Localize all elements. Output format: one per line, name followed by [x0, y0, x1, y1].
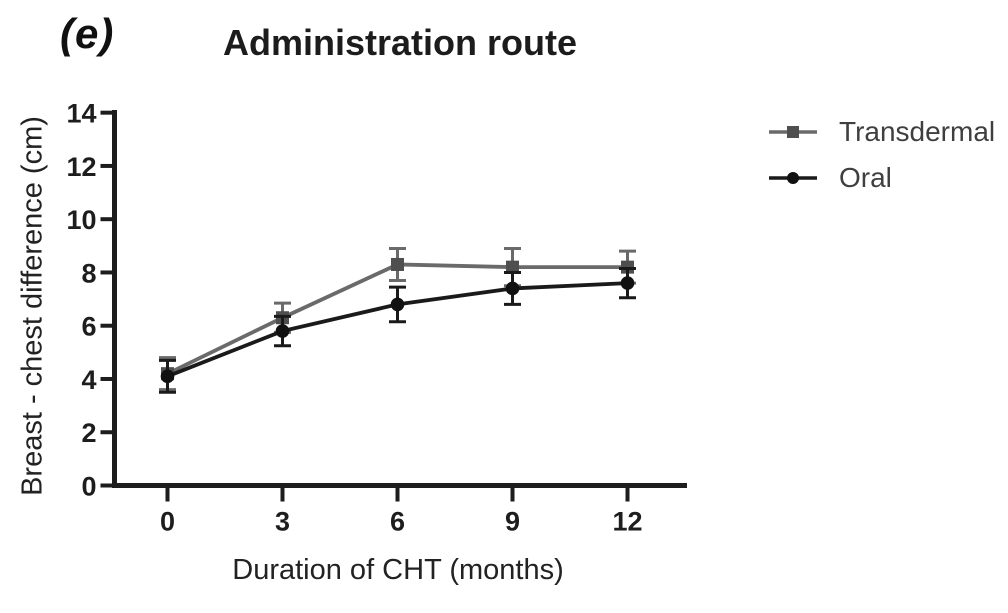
y-tick-labels: 0 2 4 6 8 10 12 14 — [66, 99, 96, 502]
legend-item-oral: Oral — [768, 162, 995, 194]
svg-text:2: 2 — [81, 418, 96, 448]
svg-text:6: 6 — [81, 312, 96, 342]
oral-marker — [275, 324, 290, 338]
x-axis-label: Duration of CHT (months) — [232, 554, 564, 586]
svg-text:4: 4 — [81, 365, 96, 395]
legend: Transdermal Oral — [768, 116, 995, 194]
panel-label: (e) — [60, 10, 115, 57]
svg-text:3: 3 — [275, 507, 290, 537]
oral-marker — [390, 297, 405, 312]
oral-marker — [620, 276, 635, 290]
x-tick-labels: 0 3 6 9 12 — [160, 507, 643, 537]
legend-label-oral: Oral — [839, 162, 892, 193]
legend-item-transdermal: Transdermal — [768, 116, 995, 148]
legend-label-transdermal: Transdermal — [839, 116, 996, 147]
series-oral — [159, 266, 636, 394]
svg-text:14: 14 — [66, 99, 96, 129]
svg-text:12: 12 — [612, 507, 642, 537]
svg-text:8: 8 — [81, 258, 96, 288]
chart-title: Administration route — [222, 22, 578, 63]
svg-text:0: 0 — [81, 472, 96, 502]
transdermal-marker — [390, 257, 404, 271]
svg-text:9: 9 — [505, 507, 520, 537]
svg-text:12: 12 — [66, 152, 96, 182]
svg-text:0: 0 — [160, 507, 175, 537]
y-axis-label: Breast - chest difference (cm) — [16, 116, 49, 496]
transdermal-square-marker-icon — [769, 126, 817, 138]
oral-circle-marker-icon — [769, 172, 817, 184]
svg-text:6: 6 — [390, 507, 405, 537]
svg-text:10: 10 — [66, 205, 96, 235]
oral-marker — [505, 281, 520, 296]
transdermal-marker — [505, 260, 519, 274]
oral-marker — [160, 369, 175, 384]
axes — [100, 110, 687, 502]
